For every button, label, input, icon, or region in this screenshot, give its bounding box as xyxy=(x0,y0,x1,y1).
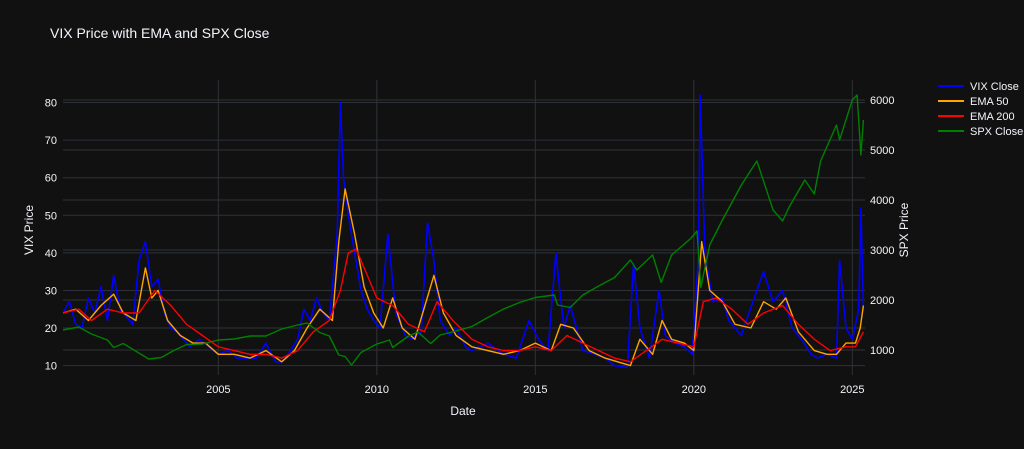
y-right-tick-label: 2000 xyxy=(870,295,894,307)
y-right-tick-label: 3000 xyxy=(870,245,894,257)
legend-label: EMA 50 xyxy=(970,96,1009,108)
x-tick-label: 2020 xyxy=(682,384,706,396)
series-line-ema-50 xyxy=(63,188,865,367)
y-right-tick-label: 4000 xyxy=(870,195,894,207)
y-left-tick-label: 20 xyxy=(45,323,57,335)
legend[interactable]: VIX Close EMA 50 EMA 200 SPX Close xyxy=(938,81,1023,138)
y-left-tick-label: 50 xyxy=(45,210,57,222)
y-right-tick-label: 5000 xyxy=(870,145,894,157)
axis-layer: 2005 2010 2015 2020 2025 10 20 30 40 50 60 70 80 1000… xyxy=(45,95,895,396)
y-left-tick-label: 70 xyxy=(45,135,57,147)
series-line-vix-close xyxy=(63,94,865,369)
y-left-tick-label: 10 xyxy=(45,361,57,373)
legend-label: SPX Close xyxy=(970,126,1023,138)
series-line-spx-close xyxy=(63,94,865,366)
y-left-tick-label: 30 xyxy=(45,285,57,297)
series-layer xyxy=(63,94,865,369)
x-axis-title: Date xyxy=(450,404,476,418)
grid-layer xyxy=(63,80,865,375)
x-tick-label: 2005 xyxy=(206,384,230,396)
y-left-tick-label: 80 xyxy=(45,98,57,110)
legend-label: VIX Close xyxy=(970,81,1019,93)
legend-item-spx-close[interactable]: SPX Close xyxy=(938,126,1023,138)
series-line-ema-200 xyxy=(63,248,865,363)
y-right-tick-label: 6000 xyxy=(870,95,894,107)
x-tick-label: 2015 xyxy=(523,384,547,396)
legend-item-ema-200[interactable]: EMA 200 xyxy=(938,111,1015,123)
chart-title: VIX Price with EMA and SPX Close xyxy=(50,25,270,41)
y-left-tick-label: 40 xyxy=(45,248,57,260)
y-axis-left-title: VIX Price xyxy=(22,205,36,255)
legend-item-vix-close[interactable]: VIX Close xyxy=(938,81,1019,93)
y-left-tick-label: 60 xyxy=(45,173,57,185)
x-tick-label: 2010 xyxy=(365,384,389,396)
legend-item-ema-50[interactable]: EMA 50 xyxy=(938,96,1009,108)
y-right-tick-label: 1000 xyxy=(870,345,894,357)
x-tick-label: 2025 xyxy=(840,384,864,396)
legend-label: EMA 200 xyxy=(970,111,1015,123)
y-axis-right-title: SPX Price xyxy=(897,202,911,257)
